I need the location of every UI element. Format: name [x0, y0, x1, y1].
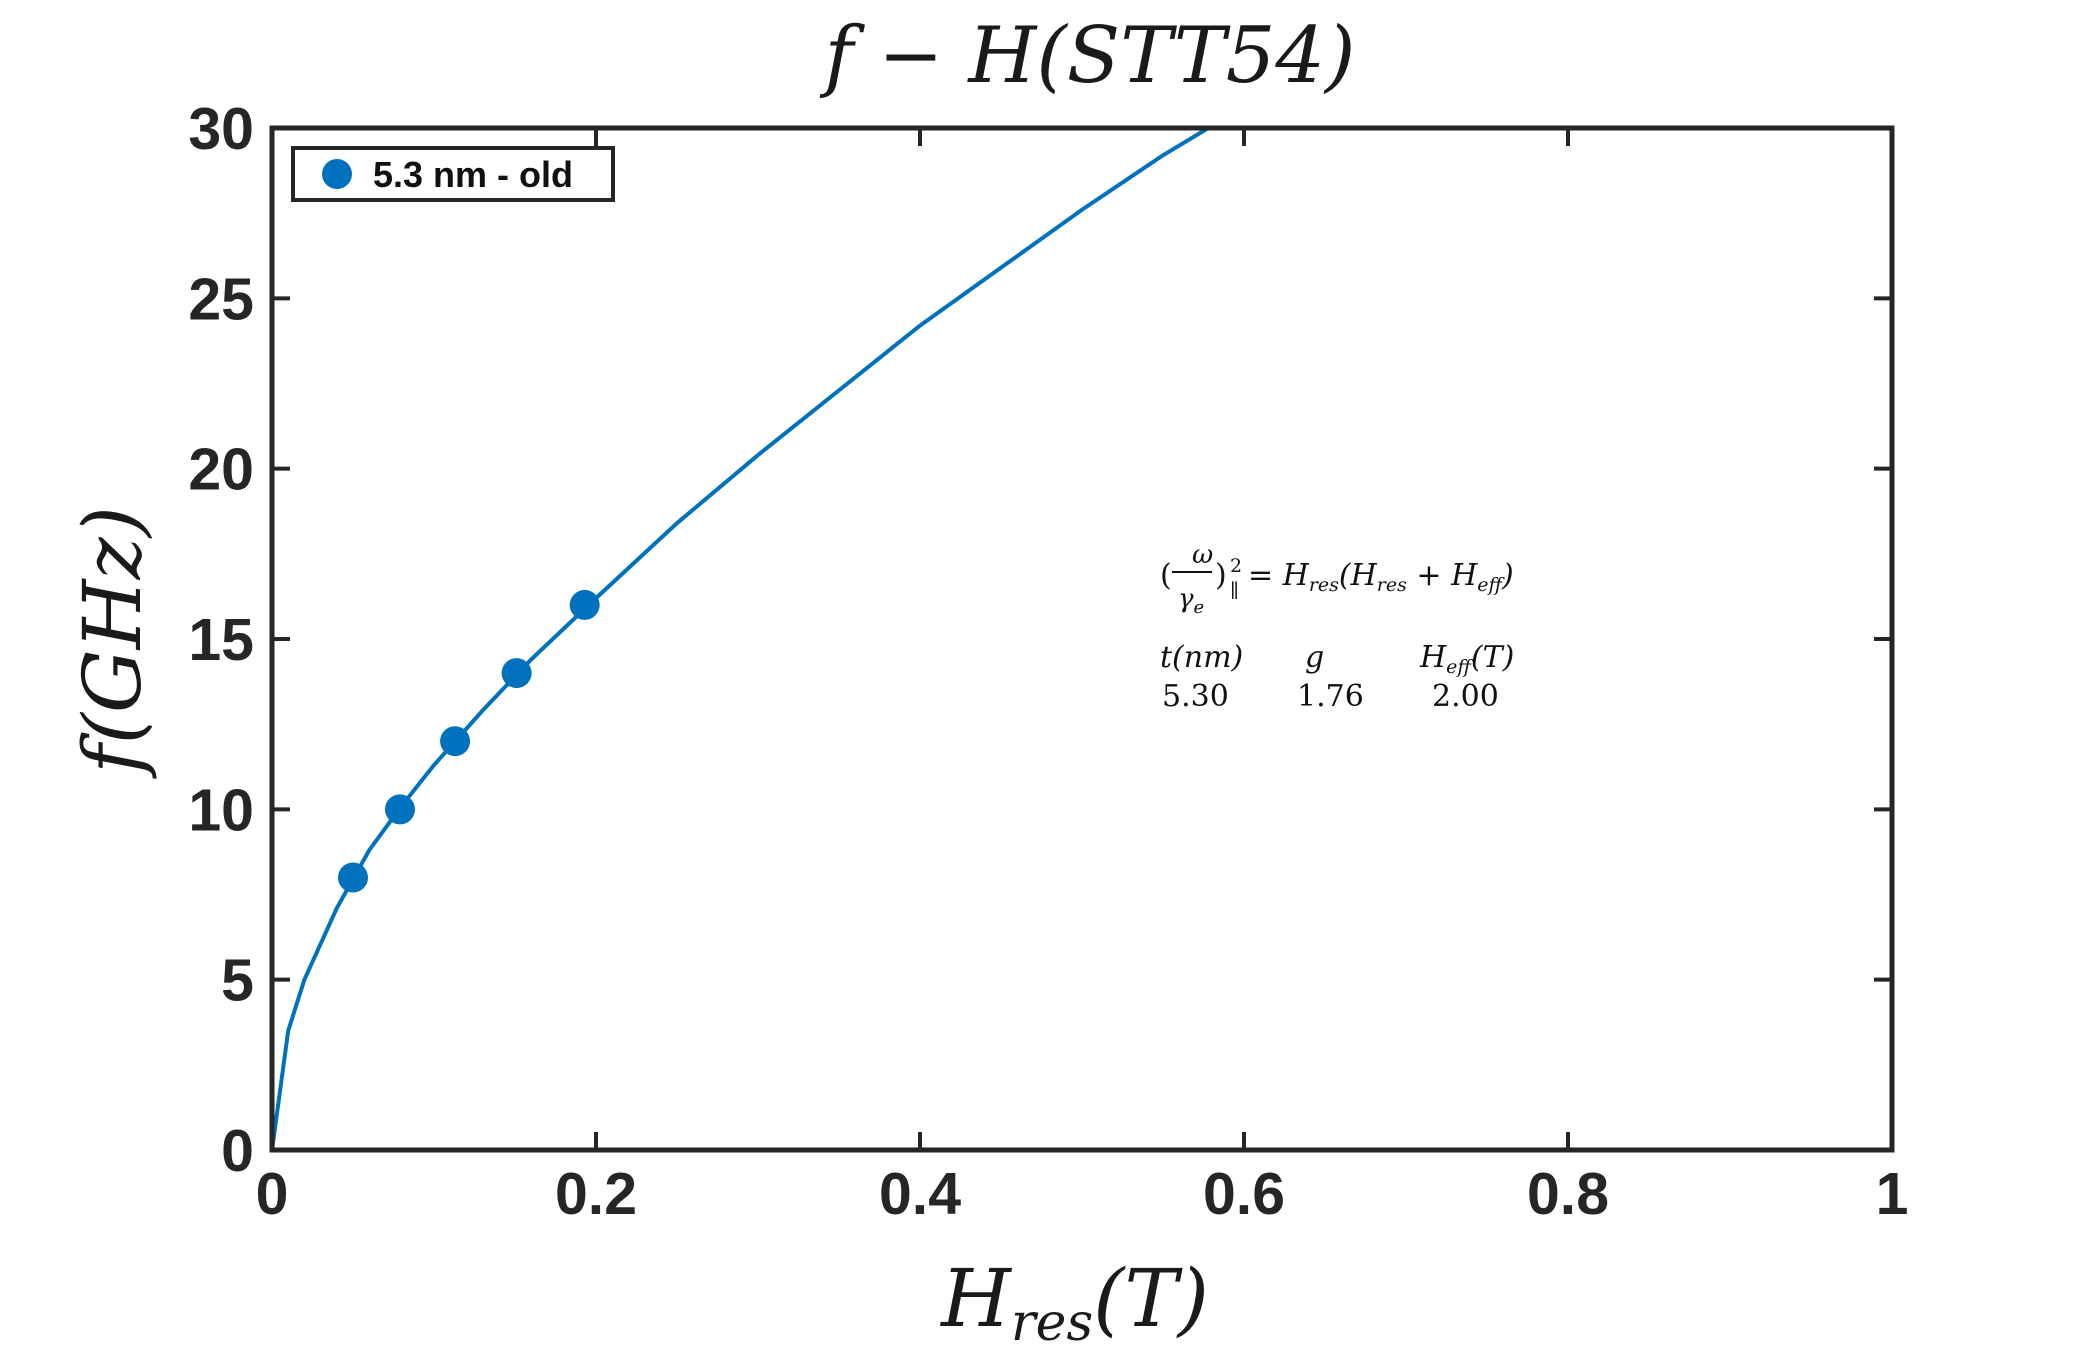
data-point	[501, 658, 532, 689]
data-point	[384, 794, 415, 825]
table-value-heff: 2.00	[1432, 679, 1499, 714]
legend-marker	[322, 159, 352, 189]
chart-title-text: f − H(STT54)	[820, 11, 1356, 101]
plot-frame	[269, 125, 1895, 1153]
y-tick-label: 30	[188, 96, 254, 162]
formula-subscript: ∥	[1230, 580, 1239, 602]
y-tick-label: 20	[188, 437, 254, 503]
table-header-g: g	[1305, 640, 1324, 675]
data-point	[338, 862, 368, 893]
fit-line	[270, 126, 1210, 1151]
formula-close-paren: )	[1215, 558, 1227, 593]
markers-layer	[338, 589, 600, 893]
y-tick-label: 25	[188, 266, 254, 332]
y-tick-label: 0	[221, 1118, 254, 1184]
formula-open-paren: (	[1160, 558, 1172, 593]
y-tick-label: 15	[188, 607, 254, 673]
y-tick-label: 10	[188, 777, 254, 843]
y-axis-label: f(GHz)	[66, 506, 159, 779]
formula-gamma: γe	[1178, 584, 1204, 618]
annotation: ( ω γe ) 2 ∥ = Hres(Hres + Heff) t(nm) g…	[1160, 540, 1514, 714]
x-tick-label: 0.8	[1527, 1161, 1609, 1227]
data-point	[569, 589, 600, 620]
formula-superscript: 2	[1230, 555, 1242, 577]
table-value-g: 1.76	[1297, 679, 1364, 714]
x-tick-label: 0.4	[879, 1161, 961, 1227]
formula-omega: ω	[1192, 540, 1213, 570]
legend-label: 5.3 nm - old	[373, 154, 573, 195]
data-point	[440, 726, 471, 757]
fit-line-layer	[270, 126, 1210, 1151]
table-header-thickness: t(nm)	[1160, 640, 1243, 675]
table-value-thickness: 5.30	[1162, 679, 1229, 714]
x-axis-label: Hres(T)	[939, 1252, 1209, 1350]
table-header-heff: Heff(T)	[1419, 640, 1514, 678]
chart-title: f − H(STT54)	[820, 11, 1356, 101]
x-tick-label: 0.2	[555, 1161, 637, 1227]
legend: 5.3 nm - old	[291, 146, 615, 202]
y-tick-label: 5	[221, 948, 254, 1014]
formula-rhs: = Hres(Hres + Heff)	[1248, 558, 1514, 596]
x-tick-label: 0	[256, 1161, 289, 1227]
x-tick-label: 0.6	[1203, 1161, 1285, 1227]
x-tick-label: 1	[1876, 1161, 1909, 1227]
